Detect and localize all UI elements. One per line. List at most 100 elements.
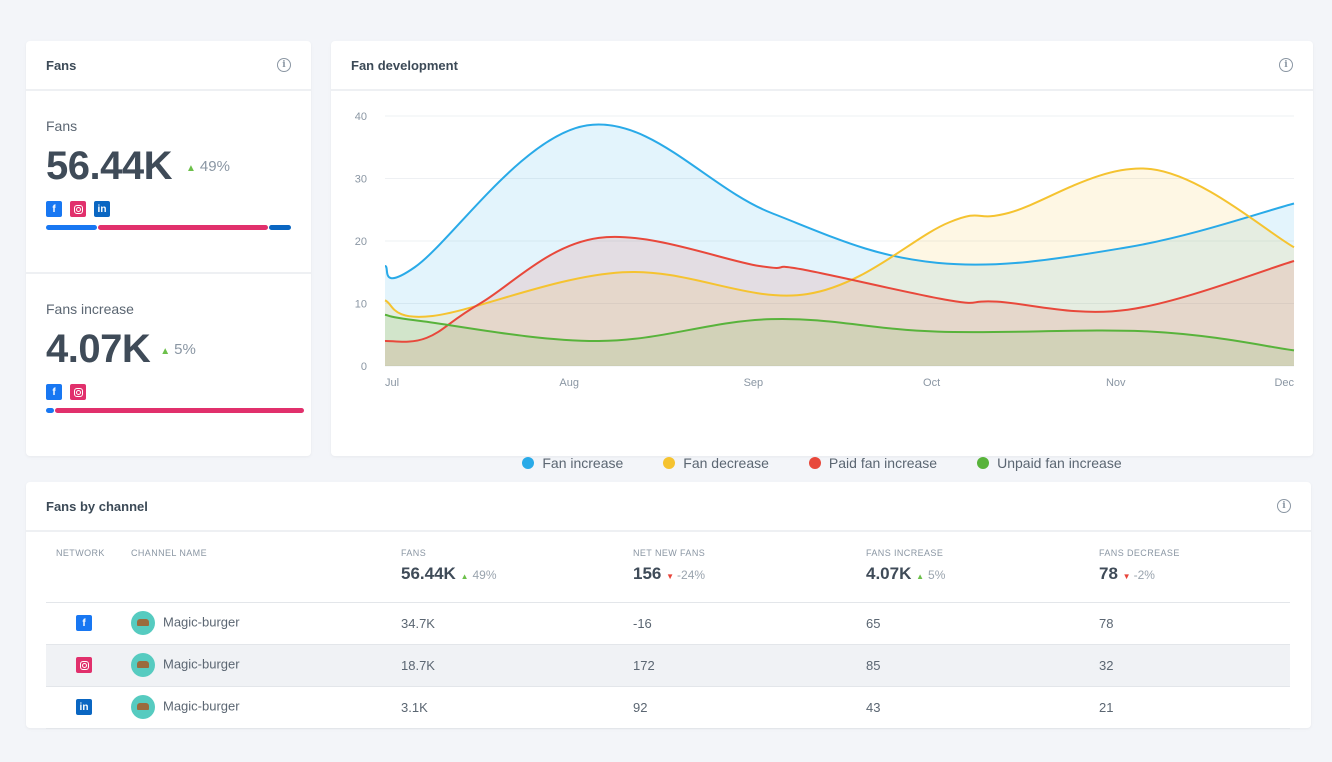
avatar bbox=[131, 695, 155, 719]
column-label: CHANNEL NAME bbox=[131, 548, 207, 558]
x-tick-label: Oct bbox=[923, 377, 940, 389]
share-segment-facebook bbox=[46, 225, 98, 230]
column-header[interactable]: NETWORK bbox=[46, 540, 121, 603]
y-tick-label: 40 bbox=[355, 111, 367, 123]
net-new-cell: 172 bbox=[623, 644, 856, 687]
arrow-down-icon: ▼ bbox=[666, 572, 675, 581]
info-icon[interactable]: i bbox=[1279, 58, 1293, 72]
y-tick-label: 30 bbox=[355, 174, 367, 186]
instagram-icon bbox=[76, 657, 92, 673]
legend-item[interactable]: Unpaid fan increase bbox=[977, 455, 1122, 471]
card-title: Fans by channel bbox=[46, 498, 148, 514]
share-segment-facebook bbox=[46, 408, 54, 413]
linkedin-icon: in bbox=[94, 201, 110, 217]
arrow-up-icon: ▲ bbox=[460, 572, 469, 581]
table-row[interactable]: in Magic-burger 3.1K 92 43 21 bbox=[46, 686, 1290, 729]
avatar bbox=[131, 611, 155, 635]
decrease-cell: 32 bbox=[1089, 644, 1290, 687]
instagram-icon bbox=[70, 384, 86, 400]
kpi-fans: Fans 56.44K ▲ 49% f in bbox=[46, 118, 291, 230]
series-line-paid-fan-increase bbox=[384, 235, 1295, 343]
y-tick-label: 0 bbox=[361, 361, 367, 373]
fans-cell: 3.1K bbox=[391, 686, 623, 729]
facebook-icon: f bbox=[46, 384, 62, 400]
column-total: 4.07K ▲ 5% bbox=[866, 564, 946, 583]
y-tick-label: 20 bbox=[355, 236, 367, 248]
column-total: 78 ▼ -2% bbox=[1099, 564, 1155, 583]
kpi-value: 4.07K bbox=[46, 327, 151, 371]
arrow-up-icon: ▲ bbox=[185, 163, 196, 174]
legend-item[interactable]: Fan increase bbox=[522, 455, 623, 471]
legend-item[interactable]: Fan decrease bbox=[663, 455, 769, 471]
y-tick-label: 10 bbox=[355, 299, 367, 311]
fan-development-header: Fan development i bbox=[331, 41, 1313, 91]
chart-legend: Fan increase Fan decrease Paid fan increas… bbox=[331, 455, 1313, 471]
increase-cell: 65 bbox=[856, 602, 1089, 645]
increase-cell: 85 bbox=[856, 644, 1089, 687]
share-segment-instagram bbox=[54, 408, 304, 413]
card-title: Fan development bbox=[351, 57, 458, 73]
share-segment-instagram bbox=[98, 225, 269, 230]
facebook-icon: f bbox=[76, 615, 92, 631]
series-area-unpaid-fan-increase bbox=[385, 314, 1294, 366]
avatar bbox=[131, 653, 155, 677]
net-new-cell: 92 bbox=[623, 686, 856, 729]
series-line-fan-increase bbox=[384, 123, 1295, 280]
network-icons: f bbox=[46, 384, 304, 400]
series-line-unpaid-fan-increase bbox=[384, 313, 1295, 352]
x-tick-label: Aug bbox=[559, 377, 579, 389]
legend-dot bbox=[663, 457, 676, 469]
fans-card-header: Fans i bbox=[26, 41, 311, 91]
kpi-fans-increase: Fans increase 4.07K ▲ 5% f bbox=[46, 301, 304, 413]
series-area-paid-fan-increase bbox=[385, 236, 1294, 366]
fans-cell: 34.7K bbox=[391, 602, 623, 645]
facebook-icon: f bbox=[46, 201, 62, 217]
fan-development-card: Fan development i 0 10 20 30 40 Jul Aug Sep Oct N… bbox=[331, 41, 1313, 471]
share-bar bbox=[46, 225, 291, 230]
column-label: FANS DECREASE bbox=[1099, 548, 1180, 558]
network-icons: f in bbox=[46, 201, 291, 217]
increase-cell: 43 bbox=[856, 686, 1089, 729]
linkedin-icon: in bbox=[76, 699, 92, 715]
legend-dot bbox=[522, 457, 535, 469]
kpi-change: ▲ 49% bbox=[185, 158, 230, 175]
column-label: FANS bbox=[401, 548, 427, 558]
table-row[interactable]: f Magic-burger 34.7K -16 65 78 bbox=[46, 602, 1290, 645]
series-line-fan-decrease bbox=[384, 167, 1295, 318]
legend-dot bbox=[977, 457, 990, 469]
column-label: NET NEW FANS bbox=[633, 548, 706, 558]
share-bar bbox=[46, 408, 304, 413]
card-title: Fans bbox=[46, 57, 77, 73]
x-tick-label: Nov bbox=[1106, 377, 1126, 389]
table-row[interactable]: Magic-burger 18.7K 172 85 32 bbox=[46, 644, 1290, 687]
channel-cell: Magic-burger bbox=[121, 686, 391, 729]
channel-cell: Magic-burger bbox=[121, 602, 391, 645]
fan-development-chart: 0 10 20 30 40 Jul Aug Sep Oct Nov Dec bbox=[355, 111, 1295, 389]
column-header[interactable]: FANS INCREASE 4.07K ▲ 5% bbox=[856, 540, 1089, 603]
kpi-label: Fans bbox=[46, 118, 78, 134]
table-header-row: NETWORK CHANNEL NAME FANS 56.44K ▲ 49% NET NE… bbox=[46, 540, 1290, 603]
legend-item[interactable]: Paid fan increase bbox=[808, 455, 937, 471]
instagram-icon bbox=[70, 201, 86, 217]
arrow-up-icon: ▲ bbox=[916, 572, 925, 581]
column-total: 156 ▼ -24% bbox=[633, 564, 706, 583]
x-tick-label: Dec bbox=[1274, 377, 1294, 389]
kpi-change: ▲ 5% bbox=[160, 341, 196, 358]
network-cell: in bbox=[46, 686, 121, 729]
channel-cell: Magic-burger bbox=[121, 644, 391, 687]
info-icon[interactable]: i bbox=[1277, 499, 1291, 513]
fans-card: Fans i Fans 56.44K ▲ 49% f in Fans increa… bbox=[26, 41, 311, 456]
column-header[interactable]: FANS DECREASE 78 ▼ -2% bbox=[1089, 540, 1290, 603]
info-icon[interactable]: i bbox=[277, 58, 291, 72]
fans-by-channel-card: Fans by channel i NETWORK CHANNEL NAME FAN… bbox=[26, 482, 1311, 729]
column-header[interactable]: NET NEW FANS 156 ▼ -24% bbox=[623, 540, 856, 603]
arrow-down-icon: ▼ bbox=[1122, 572, 1131, 581]
network-cell: f bbox=[46, 602, 121, 645]
column-header[interactable]: CHANNEL NAME bbox=[121, 540, 391, 603]
column-header[interactable]: FANS 56.44K ▲ 49% bbox=[391, 540, 623, 603]
channel-table: NETWORK CHANNEL NAME FANS 56.44K ▲ 49% NET NE… bbox=[46, 540, 1290, 729]
decrease-cell: 78 bbox=[1089, 602, 1290, 645]
x-tick-label: Sep bbox=[744, 377, 764, 389]
decrease-cell: 21 bbox=[1089, 686, 1290, 729]
legend-dot bbox=[808, 457, 821, 469]
